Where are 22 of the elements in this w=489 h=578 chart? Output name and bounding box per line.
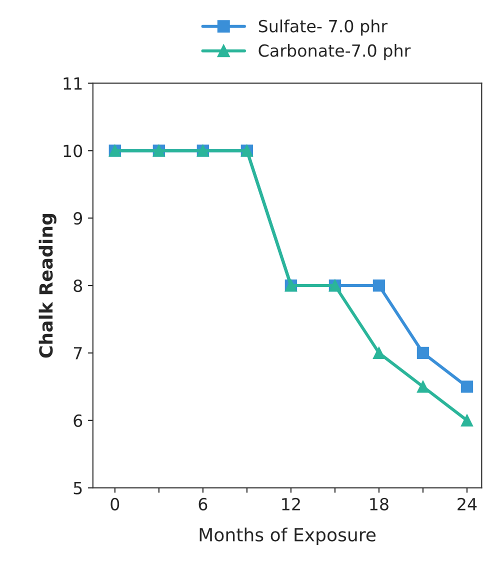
- legend-label: Carbonate-7.0 phr: [258, 44, 411, 60]
- x-tick-label: 24: [458, 498, 477, 510]
- y-tick-label: 7: [74, 347, 82, 360]
- point: [372, 279, 386, 292]
- x-tick-label: 12: [282, 498, 300, 510]
- x-tick-label: 6: [198, 498, 208, 510]
- y-tick-label: 11: [64, 77, 82, 90]
- y-tick-label: 9: [74, 212, 82, 225]
- x-axis-title: Months of Exposure: [200, 528, 376, 546]
- point: [416, 380, 430, 393]
- point: [460, 380, 474, 393]
- y-tick-label: 8: [74, 279, 82, 292]
- x-tick-label: 18: [370, 498, 388, 510]
- point: [460, 414, 474, 426]
- x-tick-label: 0: [110, 498, 120, 510]
- point: [372, 346, 386, 360]
- y-tick-label: 5: [74, 482, 82, 494]
- y-tick-label: 10: [64, 144, 82, 158]
- legend-label: Sulfate- 7.0 phr: [258, 20, 388, 36]
- point: [416, 346, 430, 360]
- y-axis-title: Chalk Reading: [38, 214, 56, 358]
- y-tick-label: 6: [74, 414, 82, 427]
